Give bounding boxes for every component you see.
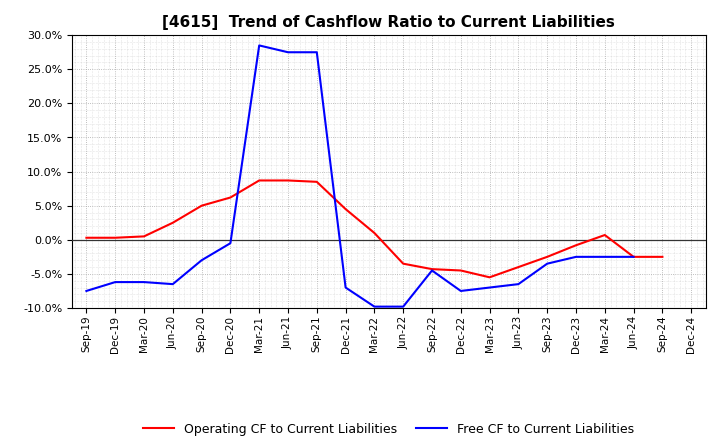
Line: Free CF to Current Liabilities: Free CF to Current Liabilities — [86, 45, 634, 307]
Operating CF to Current Liabilities — [658, 254, 667, 260]
Operating CF to Current Liabilities — [629, 254, 638, 260]
Legend: Operating CF to Current Liabilities, Free CF to Current Liabilities: Operating CF to Current Liabilities, Fre… — [138, 418, 639, 440]
Free CF to Current Liabilities — [543, 261, 552, 266]
Free CF to Current Liabilities — [514, 282, 523, 287]
Operating CF to Current Liabilities — [428, 267, 436, 272]
Free CF to Current Liabilities — [456, 288, 465, 293]
Operating CF to Current Liabilities — [456, 268, 465, 273]
Operating CF to Current Liabilities — [168, 220, 177, 225]
Operating CF to Current Liabilities — [572, 242, 580, 248]
Free CF to Current Liabilities — [226, 241, 235, 246]
Operating CF to Current Liabilities — [485, 275, 494, 280]
Operating CF to Current Liabilities — [111, 235, 120, 240]
Operating CF to Current Liabilities — [197, 203, 206, 209]
Operating CF to Current Liabilities — [543, 254, 552, 260]
Operating CF to Current Liabilities — [284, 178, 292, 183]
Operating CF to Current Liabilities — [255, 178, 264, 183]
Free CF to Current Liabilities — [197, 258, 206, 263]
Free CF to Current Liabilities — [399, 304, 408, 309]
Free CF to Current Liabilities — [82, 288, 91, 293]
Free CF to Current Liabilities — [485, 285, 494, 290]
Free CF to Current Liabilities — [140, 279, 148, 285]
Operating CF to Current Liabilities — [312, 179, 321, 184]
Operating CF to Current Liabilities — [140, 234, 148, 239]
Operating CF to Current Liabilities — [370, 231, 379, 236]
Free CF to Current Liabilities — [168, 282, 177, 287]
Operating CF to Current Liabilities — [600, 232, 609, 238]
Free CF to Current Liabilities — [284, 50, 292, 55]
Operating CF to Current Liabilities — [226, 195, 235, 200]
Free CF to Current Liabilities — [629, 254, 638, 260]
Operating CF to Current Liabilities — [399, 261, 408, 266]
Free CF to Current Liabilities — [370, 304, 379, 309]
Free CF to Current Liabilities — [600, 254, 609, 260]
Line: Operating CF to Current Liabilities: Operating CF to Current Liabilities — [86, 180, 662, 277]
Free CF to Current Liabilities — [428, 268, 436, 273]
Free CF to Current Liabilities — [255, 43, 264, 48]
Operating CF to Current Liabilities — [514, 264, 523, 270]
Operating CF to Current Liabilities — [341, 206, 350, 212]
Free CF to Current Liabilities — [341, 285, 350, 290]
Free CF to Current Liabilities — [111, 279, 120, 285]
Title: [4615]  Trend of Cashflow Ratio to Current Liabilities: [4615] Trend of Cashflow Ratio to Curren… — [163, 15, 615, 30]
Free CF to Current Liabilities — [312, 50, 321, 55]
Free CF to Current Liabilities — [572, 254, 580, 260]
Operating CF to Current Liabilities — [82, 235, 91, 240]
